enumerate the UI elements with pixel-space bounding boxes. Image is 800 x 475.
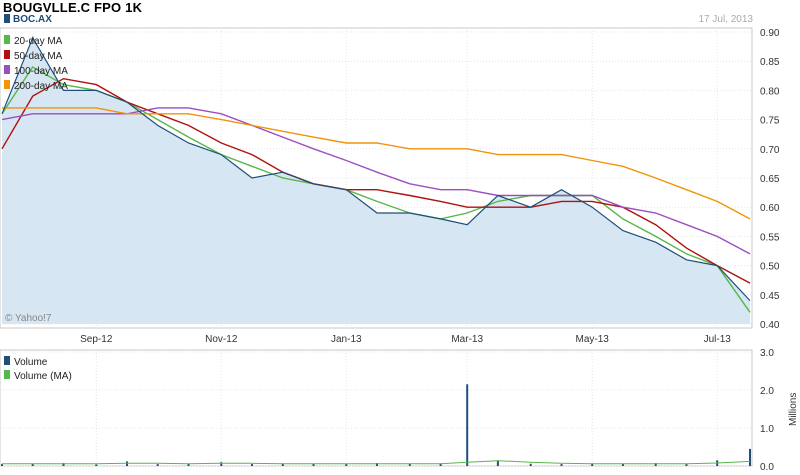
volume-y-tick-label: 3.0: [760, 348, 774, 359]
volume-bar: [529, 463, 532, 466]
price-y-tick-label: 0.80: [760, 86, 780, 97]
legend-swatch-volume-ma: [4, 370, 10, 379]
volume-y-tick-label: 1.0: [760, 424, 774, 435]
volume-bar: [281, 463, 284, 466]
price-y-tick-label: 0.50: [760, 262, 780, 273]
volume-y-axis: 0.0 1.0 2.0 3.0: [760, 348, 774, 473]
legend-swatch-price: [4, 14, 10, 23]
volume-bar: [621, 463, 624, 466]
legend-swatch-ma50: [4, 50, 10, 59]
volume-bar: [31, 463, 34, 466]
legend-label-ma200: 200-day MA: [14, 81, 68, 92]
volume-bar: [496, 460, 499, 466]
legend-label-volume: Volume: [14, 357, 48, 368]
legend-label-ma50: 50-day MA: [14, 51, 63, 62]
copyright-text: © Yahoo!7: [5, 313, 52, 324]
legend-swatch-ma100: [4, 65, 10, 74]
legend-swatch-ma20: [4, 35, 10, 44]
legend-label-ma20: 20-day MA: [14, 36, 63, 47]
price-y-axis: 0.40 0.45 0.50 0.55 0.60 0.65 0.70 0.75 0.80 0.85…: [760, 28, 780, 331]
series-line-price: [1, 36, 751, 302]
volume-bar: [220, 462, 223, 466]
volume-bar: [1, 464, 3, 466]
chart-title: BOUGVLLE.C FPO 1K: [3, 0, 143, 15]
price-y-tick-label: 0.40: [760, 320, 780, 331]
x-tick-label: Nov-12: [205, 334, 238, 345]
price-y-tick-label: 0.90: [760, 28, 780, 39]
volume-bar: [156, 464, 159, 466]
chart-date: 17 Jul, 2013: [698, 14, 754, 25]
price-y-tick-label: 0.60: [760, 203, 780, 214]
volume-bar: [591, 463, 594, 466]
price-y-tick-label: 0.75: [760, 116, 780, 127]
x-tick-label: Mar-13: [451, 334, 483, 345]
volume-bar: [376, 463, 378, 466]
legend-label-volume-ma: Volume (MA): [14, 371, 72, 382]
price-x-axis: Sep-12 Nov-12 Jan-13 Mar-13 May-13 Jul-13: [80, 334, 731, 345]
legend-label-ma100: 100-day MA: [14, 66, 68, 77]
volume-bar: [408, 463, 411, 466]
volume-bar: [345, 464, 348, 466]
volume-bar: [187, 463, 190, 466]
volume-unit-label: Millions: [788, 393, 799, 426]
volume-bar: [251, 464, 253, 466]
volume-bar: [466, 384, 469, 466]
volume-bar: [439, 463, 442, 466]
x-tick-label: Sep-12: [80, 334, 113, 345]
volume-panel-frame: [0, 349, 753, 467]
volume-y-tick-label: 2.0: [760, 386, 774, 397]
price-legend: BOC.AX 20-day MA 50-day MA 100-day MA 20…: [4, 14, 68, 92]
x-tick-label: Jan-13: [331, 334, 362, 345]
x-tick-label: Jul-13: [704, 334, 732, 345]
volume-bar: [560, 464, 563, 466]
price-lines: [1, 36, 751, 313]
x-tick-label: May-13: [576, 334, 610, 345]
volume-bar: [312, 463, 315, 466]
volume-bar: [685, 464, 688, 466]
volume-bar: [654, 463, 657, 466]
series-line-ma200: [2, 107, 751, 220]
volume-ma-line: [2, 460, 751, 465]
volume-y-tick-label: 0.0: [760, 462, 774, 473]
price-y-tick-label: 0.70: [760, 145, 780, 156]
price-area: [2, 37, 750, 325]
volume-bar: [95, 464, 98, 466]
price-y-tick-label: 0.45: [760, 291, 780, 302]
price-y-tick-label: 0.55: [760, 232, 780, 243]
legend-swatch-volume: [4, 356, 10, 365]
volume-bar: [62, 463, 65, 466]
legend-swatch-ma200: [4, 80, 10, 89]
legend-label-price: BOC.AX: [13, 14, 52, 25]
price-y-tick-label: 0.65: [760, 174, 780, 185]
volume-legend: Volume Volume (MA): [4, 356, 72, 382]
volume-bar: [749, 448, 751, 466]
price-y-tick-label: 0.85: [760, 57, 780, 68]
